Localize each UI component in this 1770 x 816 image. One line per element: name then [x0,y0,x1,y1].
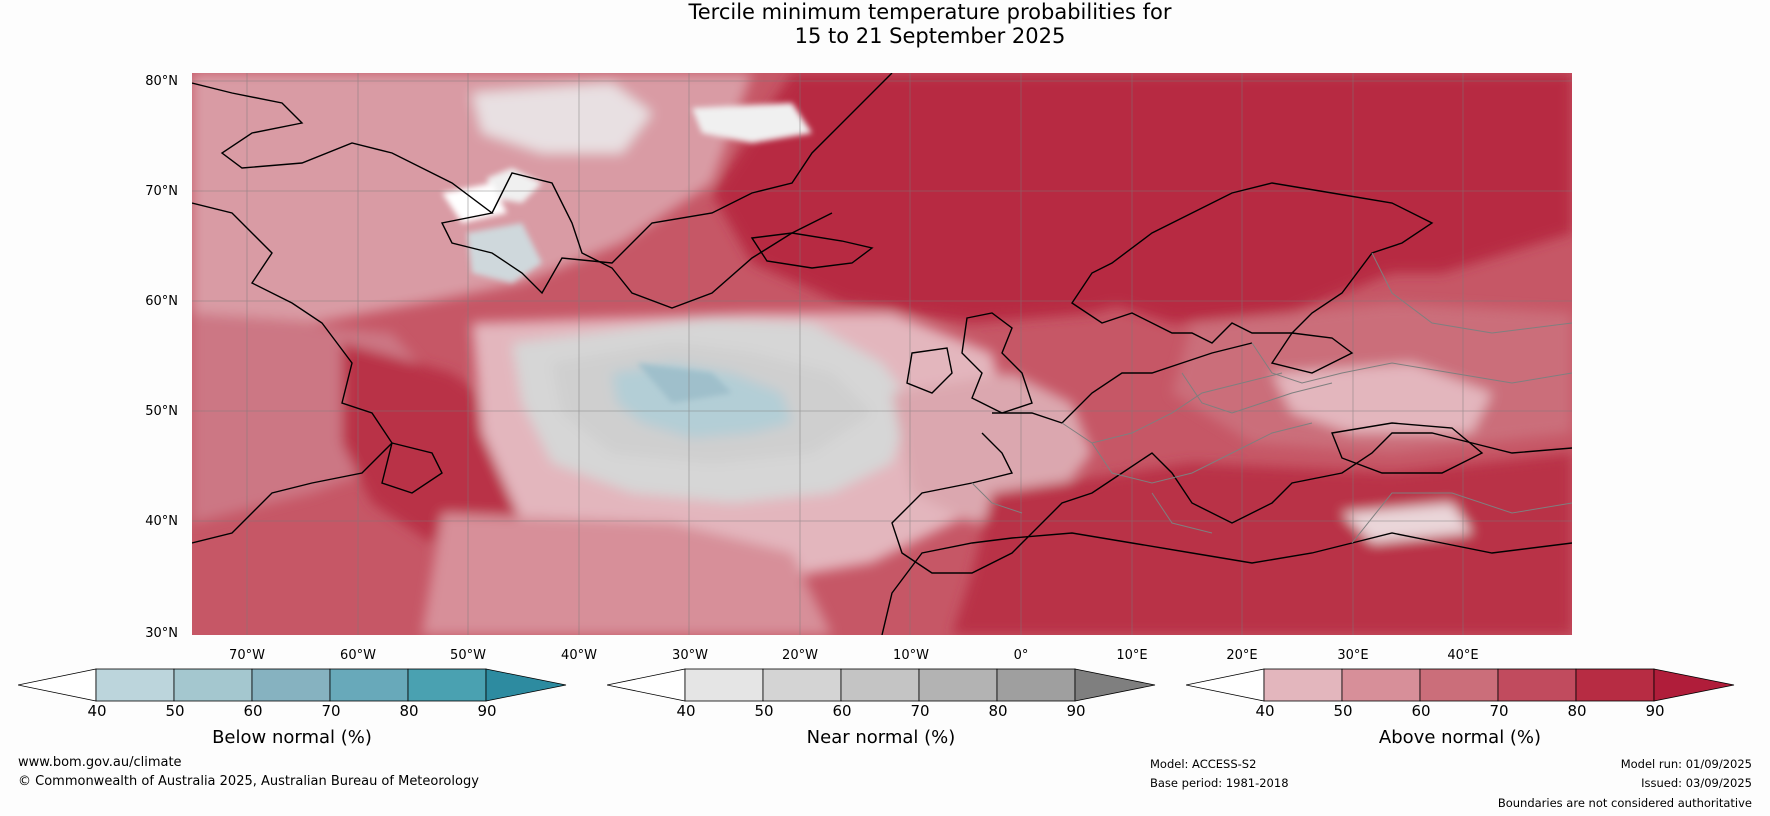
cb-near-tick-60: 60 [832,702,852,720]
colorbar-above-normal-svg [1185,668,1735,702]
cb-below-tick-80: 80 [399,702,419,720]
colorbar-below-normal-svg [17,668,567,702]
map-canvas [192,73,1572,635]
lon-label-60w: 60°W [340,648,376,663]
lon-label-50w: 50°W [450,648,486,663]
cb-above-tick-90: 90 [1645,702,1665,720]
cb-near-tick-50: 50 [754,702,774,720]
cb-near-tick-90: 90 [1066,702,1086,720]
cb-above-tick-60: 60 [1411,702,1431,720]
cb-below-title: Below normal (%) [212,727,372,748]
graticule [192,73,1572,635]
lon-label-10w: 10°W [893,648,929,663]
cb-near-tick-80: 80 [988,702,1008,720]
cb-near-seg-4 [918,668,998,702]
coastlines [192,73,1572,635]
lon-label-70w: 70°W [229,648,265,663]
cb-below-seg-4 [329,668,409,702]
cb-near-arrow-left [606,668,686,702]
probability-map [192,73,1572,635]
cb-near-seg-1 [684,668,764,702]
lat-label-70n: 70°N [145,184,178,199]
cb-above-tick-50: 50 [1333,702,1353,720]
cb-near-arrow-right [1074,668,1156,702]
cb-above-seg-5 [1575,668,1655,702]
lon-label-20e: 20°E [1226,648,1258,663]
cb-below-tick-90: 90 [477,702,497,720]
cb-above-seg-4 [1497,668,1577,702]
cb-near-title: Near normal (%) [806,727,956,748]
cb-above-seg-1 [1263,668,1343,702]
cb-above-tick-80: 80 [1567,702,1587,720]
lat-label-30n: 30°N [145,626,178,641]
lon-label-10e: 10°E [1116,648,1148,663]
footer-copyright: © Commonwealth of Australia 2025, Austra… [18,774,479,789]
colorbar-near-normal [606,668,1157,702]
cb-above-title: Above normal (%) [1378,727,1542,748]
footer-website[interactable]: www.bom.gov.au/climate [18,755,182,770]
cb-above-seg-3 [1419,668,1499,702]
footer-model-run: Model run: 01/09/2025 [1620,757,1752,771]
cb-below-tick-60: 60 [243,702,263,720]
colorbar-above-normal [1185,668,1736,702]
cb-near-seg-3 [840,668,920,702]
probability-shading [192,73,1572,635]
colorbar-below-normal [17,668,568,702]
country-borders [971,252,1572,544]
cb-below-tick-70: 70 [321,702,341,720]
cb-near-tick-70: 70 [910,702,930,720]
lat-label-40n: 40°N [145,514,178,529]
footer-base-period: Base period: 1981-2018 [1150,776,1289,790]
cb-above-arrow-left [1185,668,1265,702]
cb-near-seg-5 [996,668,1076,702]
cb-below-seg-5 [407,668,487,702]
lon-label-40w: 40°W [561,648,597,663]
map-title: Tercile minimum temperature probabilitie… [0,0,1770,48]
lon-label-0: 0° [1013,648,1029,663]
cb-below-tick-40: 40 [87,702,107,720]
cb-above-tick-40: 40 [1255,702,1275,720]
cb-near-tick-40: 40 [676,702,696,720]
cb-near-seg-2 [762,668,842,702]
lat-label-60n: 60°N [145,294,178,309]
cb-above-seg-2 [1341,668,1421,702]
cb-below-seg-2 [173,668,253,702]
cb-below-seg-3 [251,668,331,702]
cb-above-tick-70: 70 [1489,702,1509,720]
lat-label-50n: 50°N [145,404,178,419]
cb-below-arrow-right [485,668,567,702]
lon-label-30e: 30°E [1337,648,1369,663]
lat-label-80n: 80°N [145,74,178,89]
lon-label-20w: 20°W [782,648,818,663]
footer-model: Model: ACCESS-S2 [1150,757,1257,771]
cb-below-arrow-left [17,668,97,702]
cb-below-seg-1 [95,668,175,702]
footer-issued: Issued: 03/09/2025 [1641,776,1752,790]
lon-label-30w: 30°W [672,648,708,663]
lon-label-40e: 40°E [1447,648,1479,663]
title-line-2: 15 to 21 September 2025 [794,24,1066,48]
cb-above-arrow-right [1653,668,1735,702]
cb-below-tick-50: 50 [165,702,185,720]
title-line-1: Tercile minimum temperature probabilitie… [688,0,1172,24]
colorbar-near-normal-svg [606,668,1156,702]
near-normal-cores [442,103,812,403]
footer-disclaimer: Boundaries are not considered authoritat… [1497,796,1752,810]
